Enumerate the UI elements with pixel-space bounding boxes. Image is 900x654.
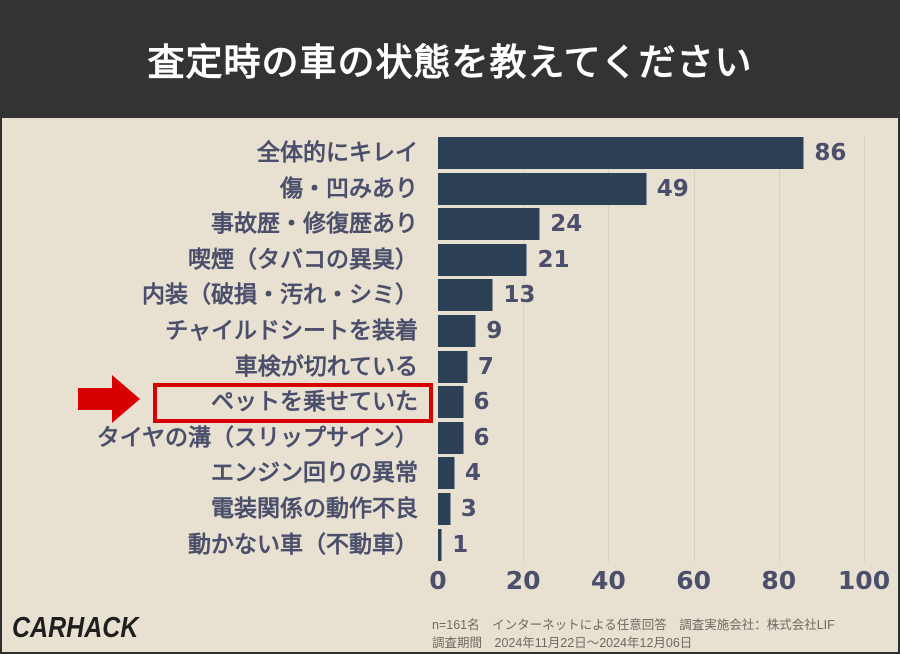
chart-panel: [2, 118, 898, 652]
survey-note: n=161名 インターネットによる任意回答 調査実施会社：株式会社LIF: [432, 618, 835, 632]
value-label: 24: [550, 211, 583, 238]
bar: [438, 243, 528, 276]
value-label: 9: [486, 318, 503, 344]
category-label: 傷・凹みあり: [280, 175, 418, 202]
gridline: [864, 137, 865, 562]
value-label: 13: [503, 282, 536, 309]
value-label: 1: [452, 531, 469, 558]
page-header: 査定時の車の状態を教えてください: [0, 0, 900, 118]
category-label: 事故歴・修復歴あり: [211, 211, 418, 238]
value-label: 4: [465, 460, 482, 487]
category-label: 喫煙（タバコの異臭）: [188, 246, 418, 273]
bar: [438, 315, 477, 347]
category-label: チャイルドシートを装着: [165, 318, 418, 344]
x-axis-tick: 0: [429, 566, 447, 595]
category-label: エンジン回りの異常: [211, 460, 418, 487]
carhack-logo: CARHACK: [12, 611, 139, 645]
gridline: [778, 137, 780, 562]
value-label: 6: [473, 389, 490, 416]
x-axis-tick: 40: [590, 566, 626, 595]
bar: [438, 493, 451, 525]
bar: [438, 386, 464, 419]
bar: [438, 457, 456, 490]
gridline: [693, 137, 695, 562]
value-label: 7: [477, 353, 494, 380]
category-label: 全体的にキレイ: [257, 140, 418, 166]
value-label: 86: [814, 140, 847, 166]
arrow-right-icon: [78, 375, 140, 423]
gridline: [523, 137, 525, 562]
x-axis-tick: 60: [676, 566, 711, 595]
value-label: 21: [537, 246, 570, 273]
category-label: 電装関係の動作不良: [211, 496, 418, 522]
category-label: タイヤの溝（スリップサイン）: [96, 424, 418, 451]
bar: [438, 350, 468, 383]
category-label: 動かない車（不動車）: [188, 531, 418, 558]
survey-period: 調査期間 2024年11月22日～2024年12月06日: [432, 636, 693, 650]
x-axis-tick: 20: [505, 566, 541, 595]
bar: [438, 172, 647, 205]
bar: [438, 279, 494, 312]
gridline: [608, 137, 610, 562]
bar: [438, 208, 541, 241]
category-label: ペットを乗せていた: [211, 389, 418, 416]
page-title: 査定時の車の状態を教えてください: [147, 41, 753, 84]
category-label: 車検が切れている: [234, 353, 418, 380]
value-label: 6: [473, 424, 490, 451]
bar: [438, 421, 464, 454]
highlight-box: [153, 383, 433, 423]
bar: [438, 137, 805, 169]
value-label: 3: [460, 496, 477, 522]
bar: [438, 528, 443, 561]
value-label: 49: [656, 175, 689, 202]
x-axis-tick: 80: [761, 566, 797, 595]
category-label: 内装（破損・汚れ・シミ）: [142, 282, 418, 309]
x-axis-tick: 100: [837, 566, 891, 595]
